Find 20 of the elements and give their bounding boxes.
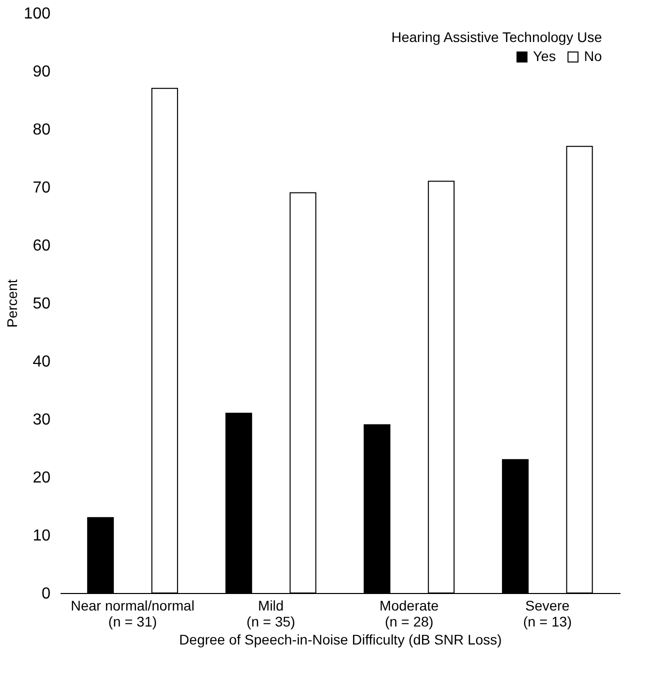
- legend-label: No: [584, 48, 602, 64]
- x-tick-label: Severe (n = 13): [523, 598, 572, 630]
- y-tick-label: 90: [32, 64, 51, 80]
- legend-label: Yes: [533, 48, 556, 64]
- y-tick-label: 20: [32, 470, 51, 486]
- y-tick-label: 30: [32, 412, 51, 428]
- x-tick-label: Near normal/normal (n = 31): [70, 598, 194, 630]
- y-tick-label: 70: [32, 180, 51, 196]
- x-tick-label: Moderate (n = 28): [380, 598, 439, 630]
- y-tick-label: 80: [32, 122, 51, 138]
- y-tick-label: 40: [32, 354, 51, 370]
- y-tick-label: 100: [24, 6, 51, 22]
- y-axis-title: Percent: [4, 279, 20, 328]
- x-tick-label: Mild (n = 35): [246, 598, 296, 630]
- y-tick-label: 50: [32, 296, 51, 312]
- y-tick-label: 10: [32, 528, 51, 544]
- legend-title: Hearing Assistive Technology Use: [391, 29, 602, 45]
- y-tick-label: 60: [32, 238, 51, 254]
- y-tick-label: 0: [42, 586, 51, 602]
- x-axis-title: Degree of Speech-in-Noise Difficulty (dB SNR Loss): [179, 632, 502, 648]
